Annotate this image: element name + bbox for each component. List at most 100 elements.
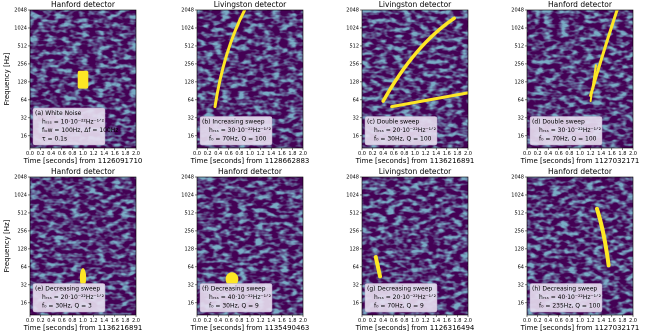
annotation-text: hᵣₛₛ = 40·10⁻²²Hz⁻¹ᐟ²	[539, 294, 602, 301]
x-tick-label: 0.2	[534, 318, 542, 324]
x-tick-label: 1.0	[576, 318, 584, 324]
annotation-text: hᵣₛₛ = 20·10⁻²²Hz⁻¹ᐟ²	[42, 294, 105, 301]
y-tick-label: 2048	[181, 8, 194, 14]
y-tick-label: 64	[353, 264, 359, 270]
y-tick-label: 128	[184, 79, 194, 85]
x-tick-label: 0.2	[204, 151, 212, 157]
x-tick-label: 2.0	[464, 318, 472, 324]
y-tick-label: 128	[349, 246, 359, 252]
y-tick-label: 64	[518, 97, 524, 103]
x-tick-label: 1.2	[257, 318, 265, 324]
x-tick-label: 0.0	[523, 151, 531, 157]
x-tick-label: 0.4	[47, 151, 55, 157]
x-tick-label: 1.4	[597, 318, 605, 324]
x-tick-label: 2.0	[132, 318, 140, 324]
x-tick-label: 0.0	[358, 151, 366, 157]
y-tick-label: 128	[514, 246, 524, 252]
y-tick-label: 64	[21, 97, 27, 103]
x-tick-label: 1.6	[608, 318, 616, 324]
y-tick-label: 512	[349, 210, 359, 216]
y-tick-label: 512	[17, 43, 27, 49]
y-tick-label: 64	[353, 97, 359, 103]
panel-title: Hanford detector	[51, 167, 116, 176]
annotation-box	[32, 107, 106, 146]
x-tick-label: 0.0	[193, 151, 201, 157]
x-tick-label: 2.0	[132, 151, 140, 157]
y-tick-label: 128	[17, 246, 27, 252]
x-tick-label: 0.2	[37, 151, 45, 157]
x-axis-label: Time [seconds] from 1126316494	[355, 324, 475, 332]
y-tick-label: 512	[514, 210, 524, 216]
annotation-text: (a) White Noise	[35, 110, 82, 117]
y-tick-label: 512	[17, 210, 27, 216]
x-axis-label: Time [seconds] from 1136216891	[23, 324, 143, 332]
panel-title: Hanford detector	[51, 0, 116, 9]
x-tick-label: 0.4	[544, 318, 552, 324]
x-tick-label: 0.6	[58, 318, 66, 324]
annotation-box	[364, 116, 438, 146]
y-tick-label: 16	[518, 133, 524, 139]
y-tick-label: 64	[188, 264, 194, 270]
x-tick-label: 1.8	[453, 151, 461, 157]
y-tick-label: 64	[518, 264, 524, 270]
panel-title: Livingston detector	[379, 0, 452, 9]
annotation-text: f₀ = 70Hz, Q = 9	[374, 303, 424, 310]
annotation-text: (h) Decreasing sweep	[532, 286, 597, 293]
x-tick-label: 0.6	[390, 151, 398, 157]
x-tick-label: 0.4	[379, 318, 387, 324]
x-tick-label: 2.0	[299, 151, 307, 157]
x-tick-label: 0.6	[225, 151, 233, 157]
x-tick-label: 0.2	[369, 151, 377, 157]
y-tick-label: 64	[188, 97, 194, 103]
y-tick-label: 256	[349, 61, 359, 67]
x-axis-label: Time [seconds] from 1135490463	[190, 324, 310, 332]
x-tick-label: 0.8	[68, 151, 76, 157]
y-tick-label: 32	[188, 282, 194, 288]
y-tick-label: 256	[184, 61, 194, 67]
x-tick-label: 0.0	[358, 318, 366, 324]
y-tick-label: 256	[349, 228, 359, 234]
x-tick-label: 1.6	[608, 151, 616, 157]
y-tick-label: 1024	[511, 25, 524, 31]
x-tick-label: 0.4	[214, 318, 222, 324]
x-tick-label: 1.8	[121, 151, 129, 157]
x-tick-label: 2.0	[464, 151, 472, 157]
y-tick-label: 2048	[511, 8, 524, 14]
signal-track	[390, 91, 468, 109]
annotation-box	[199, 116, 273, 146]
x-tick-label: 1.6	[278, 318, 286, 324]
annotation-box	[199, 283, 273, 313]
x-tick-label: 1.8	[618, 151, 626, 157]
x-tick-label: 0.8	[400, 318, 408, 324]
y-tick-label: 16	[21, 133, 27, 139]
y-tick-label: 256	[17, 228, 27, 234]
x-tick-label: 0.4	[214, 151, 222, 157]
annotation-text: (e) Decreasing sweep	[35, 286, 100, 293]
y-axis-label: Frequency [Hz]	[3, 219, 11, 272]
x-tick-label: 0.2	[534, 151, 542, 157]
annotation-text: f₀ = 70Hz, Q = 100	[209, 136, 267, 143]
y-tick-label: 32	[188, 115, 194, 121]
x-tick-label: 0.8	[68, 318, 76, 324]
y-tick-label: 128	[17, 79, 27, 85]
y-axis-label: Frequency [Hz]	[3, 52, 11, 105]
y-tick-label: 1024	[14, 192, 27, 198]
annotation-text: (g) Decreasing sweep	[367, 286, 432, 293]
x-tick-label: 1.4	[597, 151, 605, 157]
x-tick-label: 1.6	[111, 151, 119, 157]
signal-track	[373, 255, 383, 279]
annotation-text: f₀ = 235Hz, Q = 100	[539, 303, 600, 310]
x-tick-label: 0.2	[369, 318, 377, 324]
y-tick-label: 32	[21, 282, 27, 288]
annotation-text: f₀ = 30Hz, Q = 100	[374, 136, 432, 143]
x-tick-label: 0.6	[390, 318, 398, 324]
x-tick-label: 1.0	[411, 318, 419, 324]
y-tick-label: 512	[184, 43, 194, 49]
x-tick-label: 1.8	[288, 318, 296, 324]
x-tick-label: 1.8	[288, 151, 296, 157]
y-tick-label: 256	[514, 61, 524, 67]
annotation-box	[32, 283, 106, 313]
signal-blob	[77, 70, 89, 89]
